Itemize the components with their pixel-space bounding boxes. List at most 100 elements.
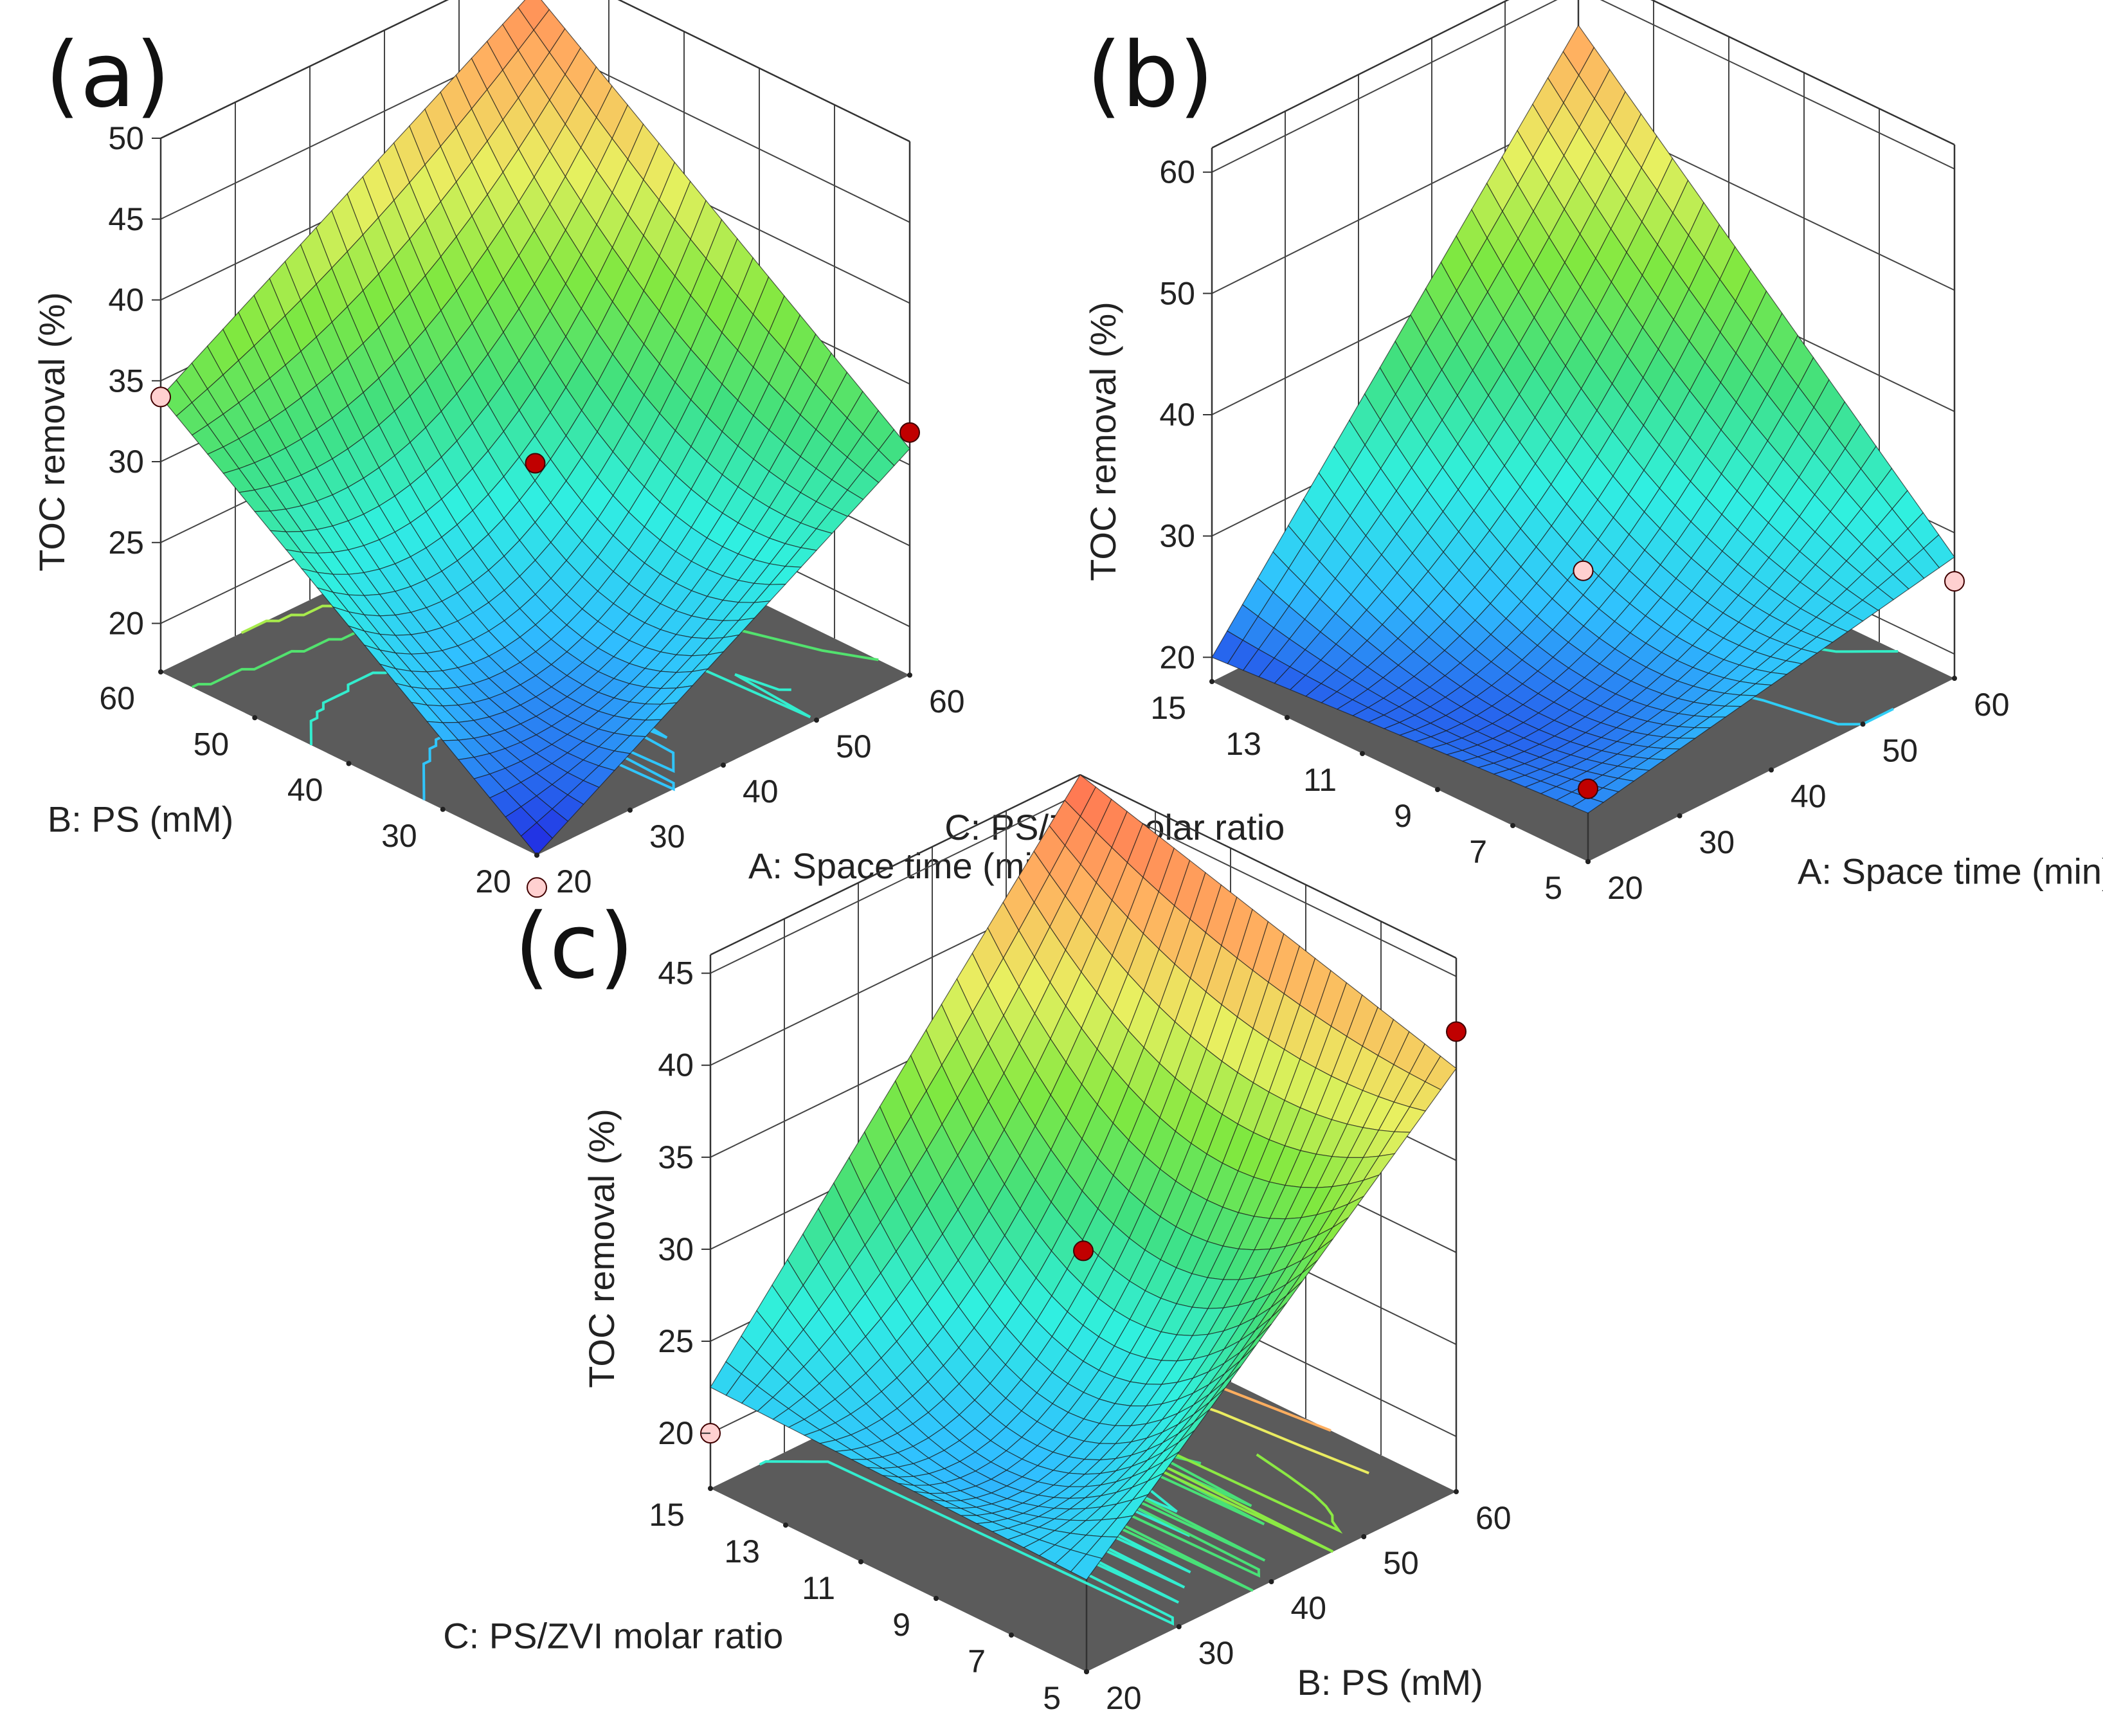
x-tick-mark [1361,1534,1367,1539]
z-tick-label: 45 [658,955,694,991]
x-tick-mark [1769,767,1774,773]
z-axis-title: TOC removal (%) [32,292,72,572]
x-tick-label: 20 [556,863,592,900]
x-axis-title: A: Space time (min) [748,845,1065,886]
y-tick-mark [1510,823,1515,828]
box-edge [1211,0,1510,149]
y-tick-mark [934,1596,939,1601]
z-axis: 20 25 30 35 40 45 TOC removal (%) [581,955,710,1451]
y-tick-mark [1209,679,1214,684]
y-tick-mark [1435,787,1440,792]
z-axis: 20 30 40 50 60 TOC removal (%) [1083,154,1212,675]
response-surface [710,774,1457,1580]
y-tick-label: 5 [1043,1680,1061,1716]
z-tick-label: 30 [1159,518,1195,554]
design-point [150,386,171,408]
y-tick-label: 20 [475,863,511,900]
panel-a-label: (a) [45,23,170,128]
x-axis: 20 30 40 50 60 A: Space time (min) [534,673,1065,900]
box-edge [1650,0,1955,146]
y-axis: 5 7 9 11 13 15 C: PS/ZVI molar ratio [443,1486,1089,1716]
y-tick-mark [1009,1632,1014,1638]
y-tick-mark [1084,1669,1089,1674]
y-tick-label: 9 [1394,798,1412,834]
x-tick-mark [814,718,819,723]
y-tick-mark [708,1486,713,1491]
y-tick-label: 60 [99,680,135,716]
design-point [1944,571,1965,592]
y-tick-label: 30 [381,818,417,854]
z-tick-label: 30 [108,444,144,480]
x-tick-label: 60 [1476,1500,1512,1536]
z-gridline [1211,0,1955,173]
x-tick-label: 50 [1882,732,1918,768]
z-tick-label: 40 [1159,397,1195,433]
box-edge [1079,773,1457,959]
y-tick-label: 15 [1150,690,1186,726]
response-surface [1211,24,1955,814]
y-tick-label: 9 [892,1607,910,1643]
design-point [1573,560,1594,581]
y-tick-label: 15 [649,1497,685,1533]
x-axis: 20 30 40 50 60 B: PS (mM) [1084,1489,1512,1716]
y-axis: 20 30 40 50 60 B: PS (mM) [48,669,539,900]
x-tick-mark [907,673,912,678]
x-tick-label: 60 [1974,687,2010,723]
z-tick-label: 50 [1159,275,1195,311]
design-point [1446,1021,1467,1042]
design-point [1073,1240,1094,1261]
panel-c: 20 25 30 35 40 45 TOC removal (%) 20 30 40 50 60 B: … [443,773,1512,1716]
z-axis-title: TOC removal (%) [581,1108,622,1388]
panel-b: 20 30 40 50 60 TOC removal (%) 20 30 40 50 60 A: Sp… [944,0,2103,906]
z-tick-label: 40 [108,282,144,318]
y-tick-mark [1585,859,1591,864]
y-tick-mark [1360,751,1365,756]
x-tick-mark [1952,676,1957,681]
z-tick-label: 60 [1159,154,1195,190]
x-tick-label: 60 [929,683,965,719]
y-tick-mark [783,1523,788,1528]
z-tick-label: 20 [108,606,144,642]
design-point [1578,778,1598,799]
z-tick-label: 20 [658,1415,694,1451]
y-tick-label: 50 [194,726,230,762]
x-tick-label: 30 [1198,1635,1234,1671]
y-tick-mark [534,853,539,858]
y-tick-mark [440,806,446,812]
surface-patch [1070,1553,1103,1580]
y-tick-label: 13 [1225,726,1261,762]
design-point [525,453,546,474]
y-tick-mark [346,761,352,766]
panel-b-label: (b) [1087,23,1214,128]
x-tick-label: 30 [1699,824,1735,860]
z-tick-label: 45 [108,201,144,237]
y-tick-label: 40 [287,772,323,808]
x-tick-mark [1860,721,1866,727]
x-tick-label: 50 [1383,1545,1419,1581]
x-tick-label: 40 [1791,779,1827,815]
x-axis: 20 30 40 50 60 A: Space time (min) [1585,676,2103,906]
y-tick-label: 7 [968,1643,986,1679]
z-tick-label: 25 [658,1323,694,1359]
x-tick-mark [1176,1624,1182,1629]
y-tick-mark [158,669,163,674]
x-tick-label: 50 [836,728,872,764]
x-tick-mark [1677,813,1683,818]
x-tick-mark [721,763,726,768]
panel-a: 20 25 30 35 40 45 50 TOC removal (%) 20 30 40 50 60 A… [32,0,1065,900]
x-tick-label: 20 [1607,870,1643,906]
y-axis-title: B: PS (mM) [48,799,233,839]
y-axis-title: C: PS/ZVI molar ratio [443,1615,783,1656]
surface-patch [520,822,554,856]
box-edge [710,773,1081,956]
x-axis-title: B: PS (mM) [1297,1662,1483,1703]
x-tick-label: 40 [1291,1590,1327,1626]
y-tick-label: 11 [802,1570,835,1606]
z-tick-label: 30 [658,1231,694,1267]
y-tick-label: 11 [1303,762,1337,798]
y-tick-mark [1285,715,1290,720]
design-point [899,422,920,443]
panel-c-label: (c) [514,894,634,999]
box-edge [160,0,449,140]
x-tick-mark [627,808,633,813]
